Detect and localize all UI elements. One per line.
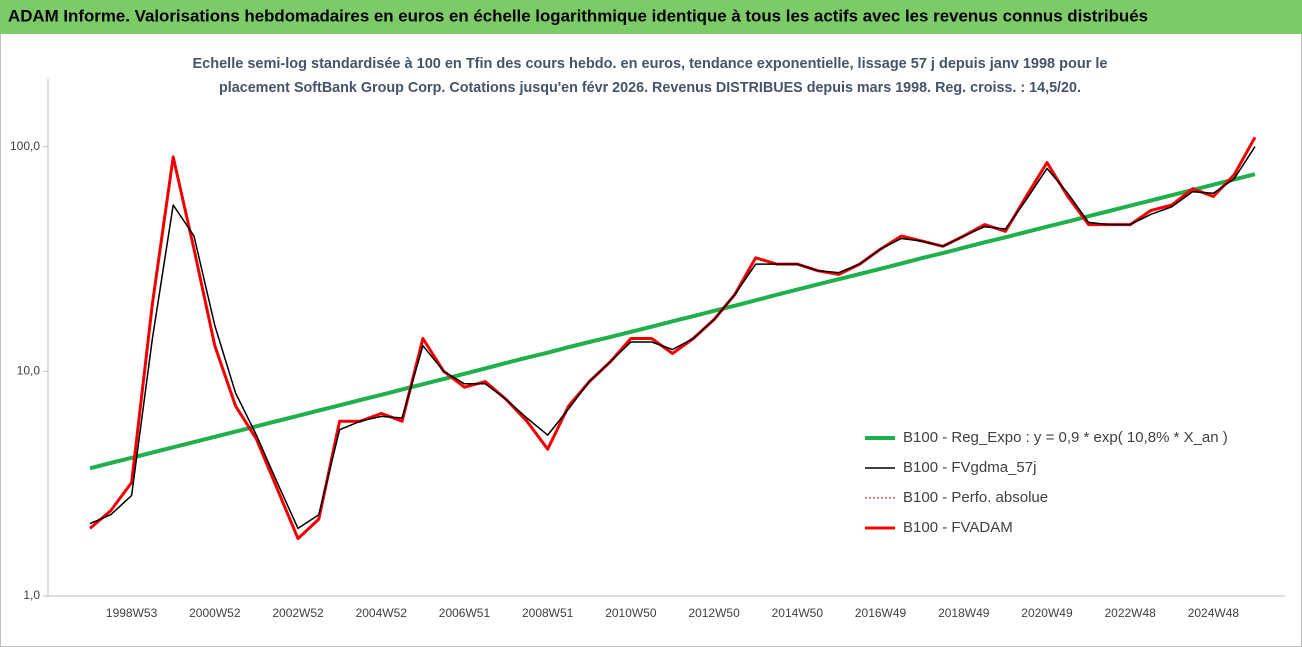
legend-label: B100 - FVgdma_57j — [903, 459, 1036, 476]
series-line — [89, 172, 1256, 471]
subtitle: Echelle semi-log standardisée à 100 en T… — [193, 55, 1108, 72]
x-tick-label: 2010W50 — [605, 606, 657, 620]
x-tick-label: 2012W50 — [688, 606, 740, 620]
x-tick-label: 2018W49 — [938, 606, 990, 620]
x-tick-label: 2016W49 — [855, 606, 907, 620]
series-line — [89, 146, 1256, 530]
subtitle: placement SoftBank Group Corp. Cotations… — [219, 79, 1081, 96]
x-tick-label: 2014W50 — [772, 606, 824, 620]
legend-label: B100 - Reg_Expo : y = 0,9 * exp( 10,8% *… — [903, 429, 1228, 446]
chart-title: ADAM Informe. Valorisations hebdomadaire… — [8, 6, 1148, 25]
x-tick-label: 2000W52 — [189, 606, 241, 620]
x-tick-label: 2004W52 — [356, 606, 408, 620]
x-tick-label: 2024W48 — [1188, 606, 1240, 620]
x-tick-label: 2006W51 — [439, 606, 491, 620]
x-tick-label: 2020W49 — [1021, 606, 1073, 620]
x-tick-label: 2002W52 — [272, 606, 324, 620]
header-bar — [0, 0, 1302, 34]
x-tick-label: 2022W48 — [1104, 606, 1156, 620]
y-tick-label: 10,0 — [17, 363, 41, 377]
y-tick-label: 1,0 — [23, 588, 40, 602]
x-tick-label: 2008W51 — [522, 606, 574, 620]
x-tick-label: 1998W53 — [106, 606, 158, 620]
y-tick-label: 100,0 — [10, 139, 40, 153]
legend-label: B100 - FVADAM — [903, 519, 1013, 536]
legend-label: B100 - Perfo. absolue — [903, 489, 1048, 506]
